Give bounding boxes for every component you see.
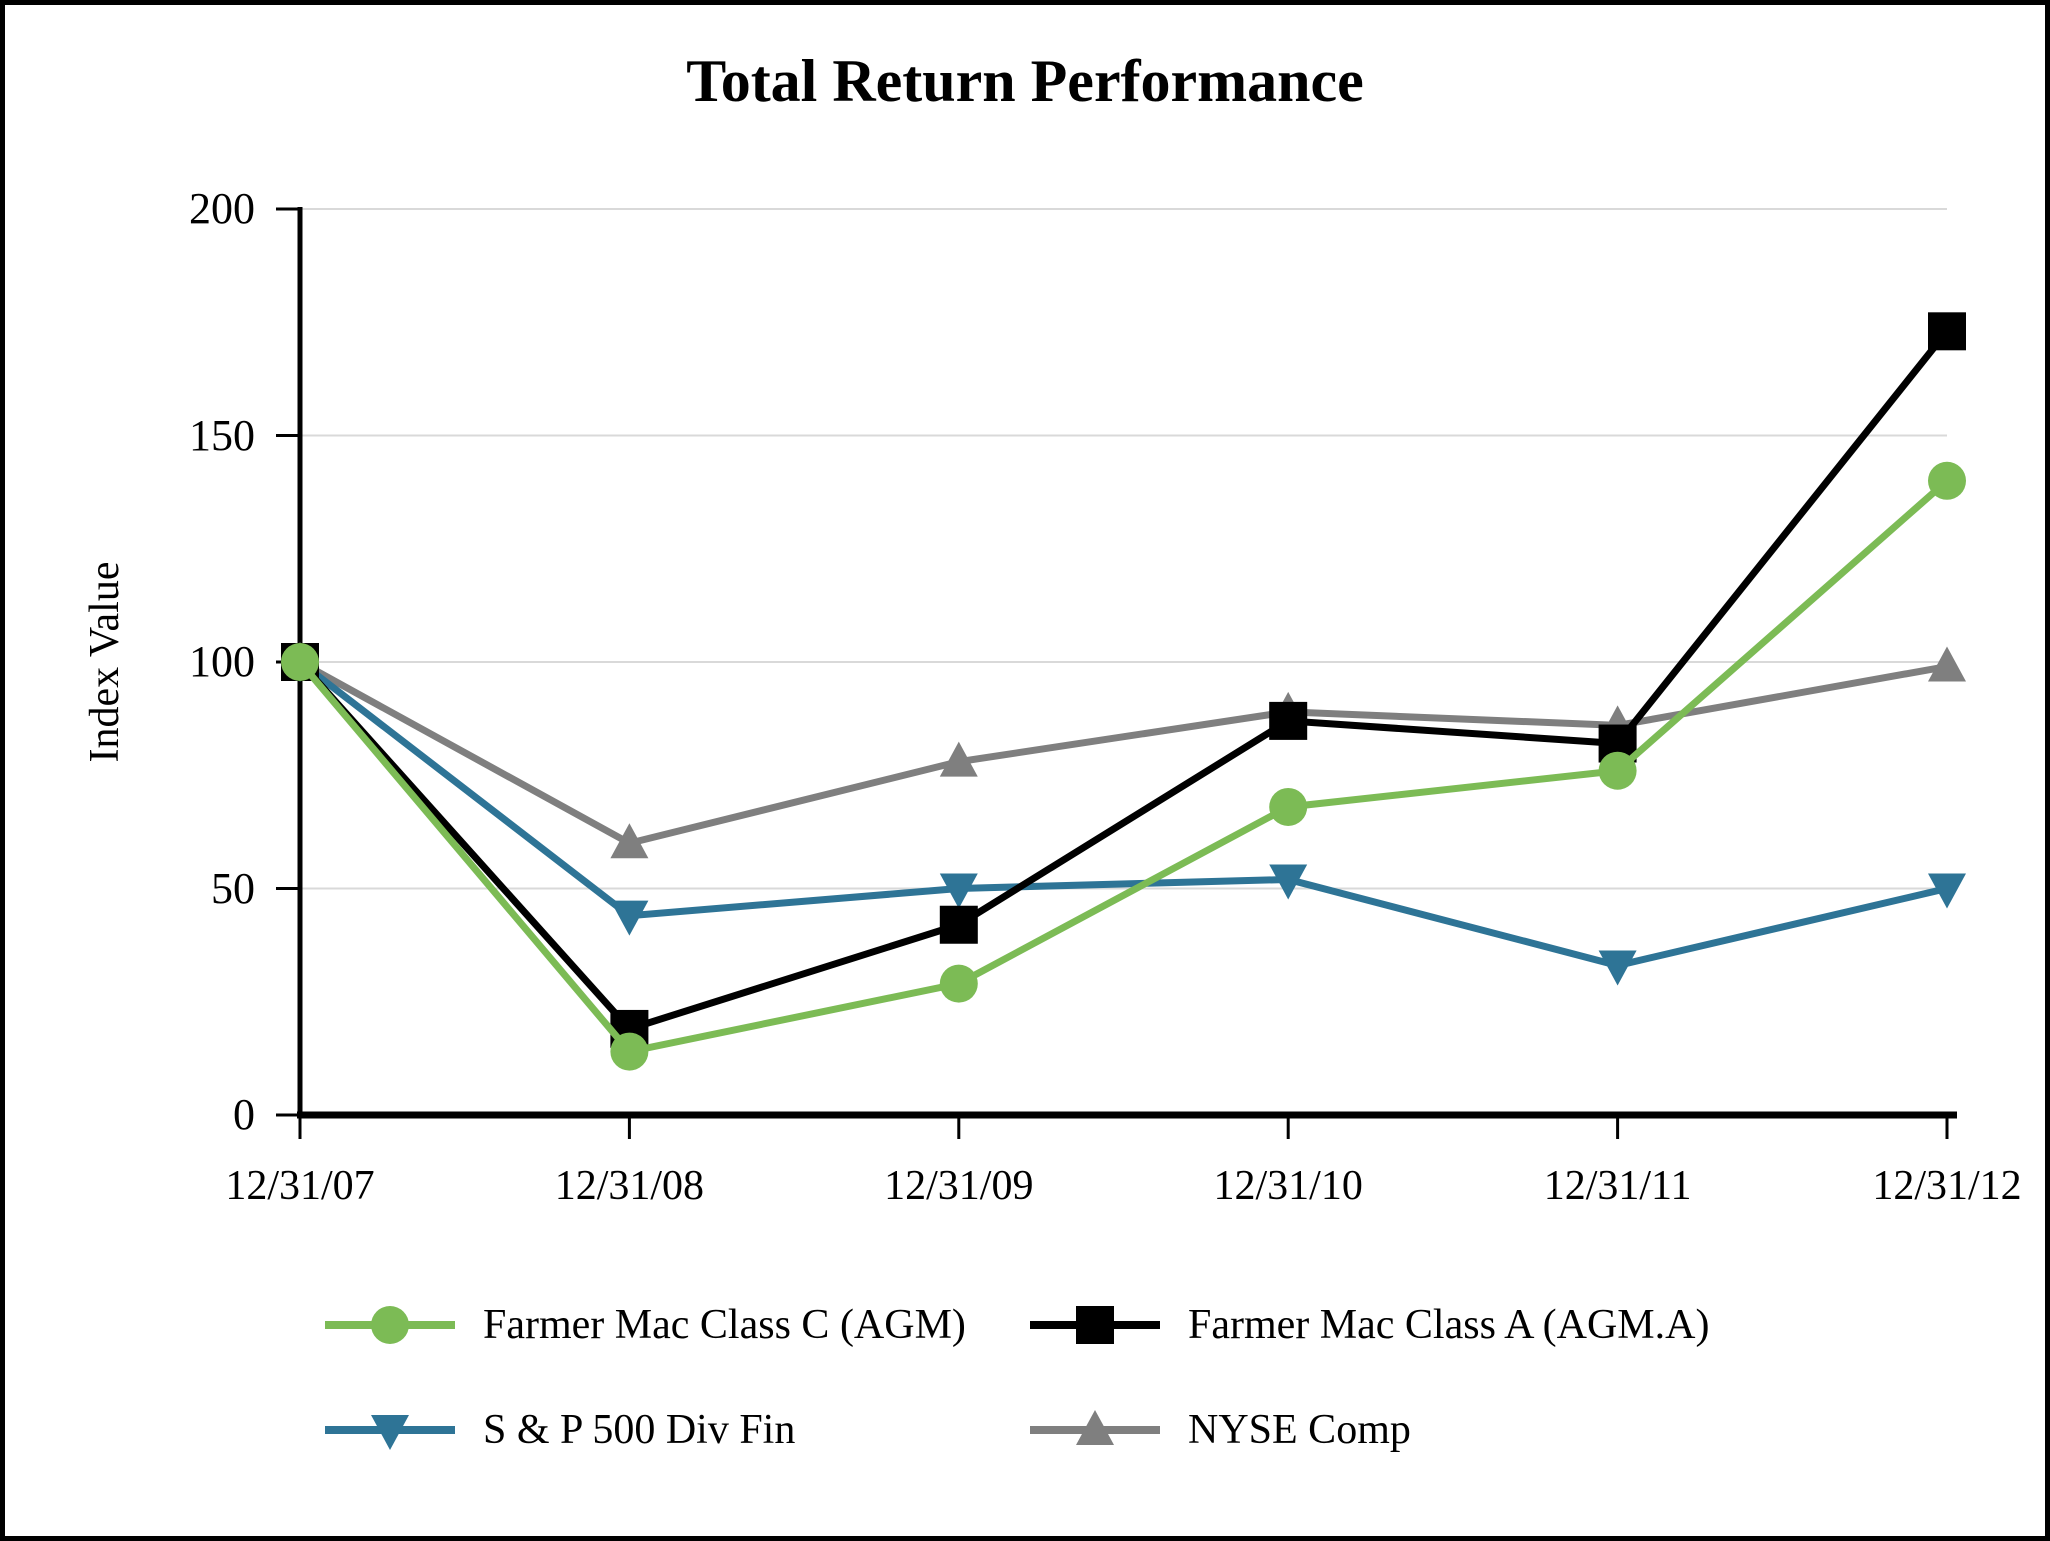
series-line-farmer-mac-class-a-agm-a	[297, 329, 1950, 1033]
y-tick-label: 200	[189, 184, 255, 233]
series-line-farmer-mac-class-c-agm	[297, 478, 1950, 1056]
triangle-down-marker-s-p-500-div-fin	[610, 900, 649, 936]
x-tick-label: 12/31/12	[1872, 1163, 2022, 1209]
circle-marker-farmer-mac-class-c-agm	[939, 964, 978, 1003]
legend-label: Farmer Mac Class C (AGM)	[483, 1302, 966, 1348]
series-line-s-p-500-div-fin	[297, 659, 1948, 970]
square-marker-farmer-mac-class-a-agm-a	[1269, 701, 1308, 740]
x-tick-label: 12/31/11	[1543, 1163, 1692, 1209]
circle-marker-legend	[371, 1306, 409, 1344]
x-tick-label: 12/31/10	[1213, 1163, 1363, 1209]
legend-item: NYSE Comp	[1030, 1400, 1888, 1460]
y-tick-label: 150	[189, 410, 255, 460]
triangle-up-marker-legend	[1076, 1410, 1114, 1445]
triangle-up-marker-nyse-comp	[610, 823, 649, 859]
triangle-down-marker-s-p-500-div-fin	[939, 873, 978, 909]
circle-marker-farmer-mac-class-c-agm	[1928, 461, 1966, 500]
y-tick-label: 0	[233, 1090, 255, 1139]
y-tick-label: 50	[211, 863, 255, 913]
legend-swatch	[1030, 1410, 1160, 1445]
triangle-down-marker-s-p-500-div-fin	[1928, 873, 1966, 909]
circle-marker-farmer-mac-class-c-agm	[1598, 751, 1637, 790]
x-tick-label: 12/31/07	[225, 1163, 375, 1209]
legend-item: Farmer Mac Class C (AGM)	[325, 1295, 1183, 1355]
triangle-down-marker-s-p-500-div-fin	[1598, 950, 1637, 986]
legend-item: S & P 500 Div Fin	[325, 1400, 1183, 1460]
triangle-down-marker-legend	[371, 1415, 409, 1450]
legend-label: Farmer Mac Class A (AGM.A)	[1188, 1302, 1710, 1348]
plot-area	[276, 207, 1966, 1139]
x-tick-label: 12/31/08	[554, 1163, 705, 1209]
series-line-nyse-comp	[298, 658, 1948, 847]
circle-marker-farmer-mac-class-c-agm	[281, 643, 319, 681]
legend-label: NYSE Comp	[1188, 1407, 1411, 1453]
legend-item: Farmer Mac Class A (AGM.A)	[1030, 1295, 1888, 1355]
square-marker-legend	[1076, 1306, 1114, 1344]
y-tick-label: 100	[189, 637, 255, 686]
legend-swatch	[325, 1306, 455, 1344]
triangle-up-marker-nyse-comp	[939, 741, 978, 777]
chart-title: Total Return Performance	[686, 48, 1364, 114]
x-tick-label: 12/31/09	[884, 1163, 1034, 1209]
square-marker-farmer-mac-class-a-agm-a	[939, 905, 978, 944]
square-marker-farmer-mac-class-a-agm-a	[1928, 312, 1966, 351]
legend-swatch	[325, 1415, 455, 1450]
legend-label: S & P 500 Div Fin	[483, 1407, 796, 1453]
circle-marker-farmer-mac-class-c-agm	[1269, 787, 1308, 826]
triangle-up-marker-nyse-comp	[1928, 646, 1966, 682]
legend-swatch	[1030, 1306, 1160, 1344]
circle-marker-farmer-mac-class-c-agm	[610, 1032, 649, 1071]
triangle-down-marker-s-p-500-div-fin	[1269, 864, 1308, 900]
